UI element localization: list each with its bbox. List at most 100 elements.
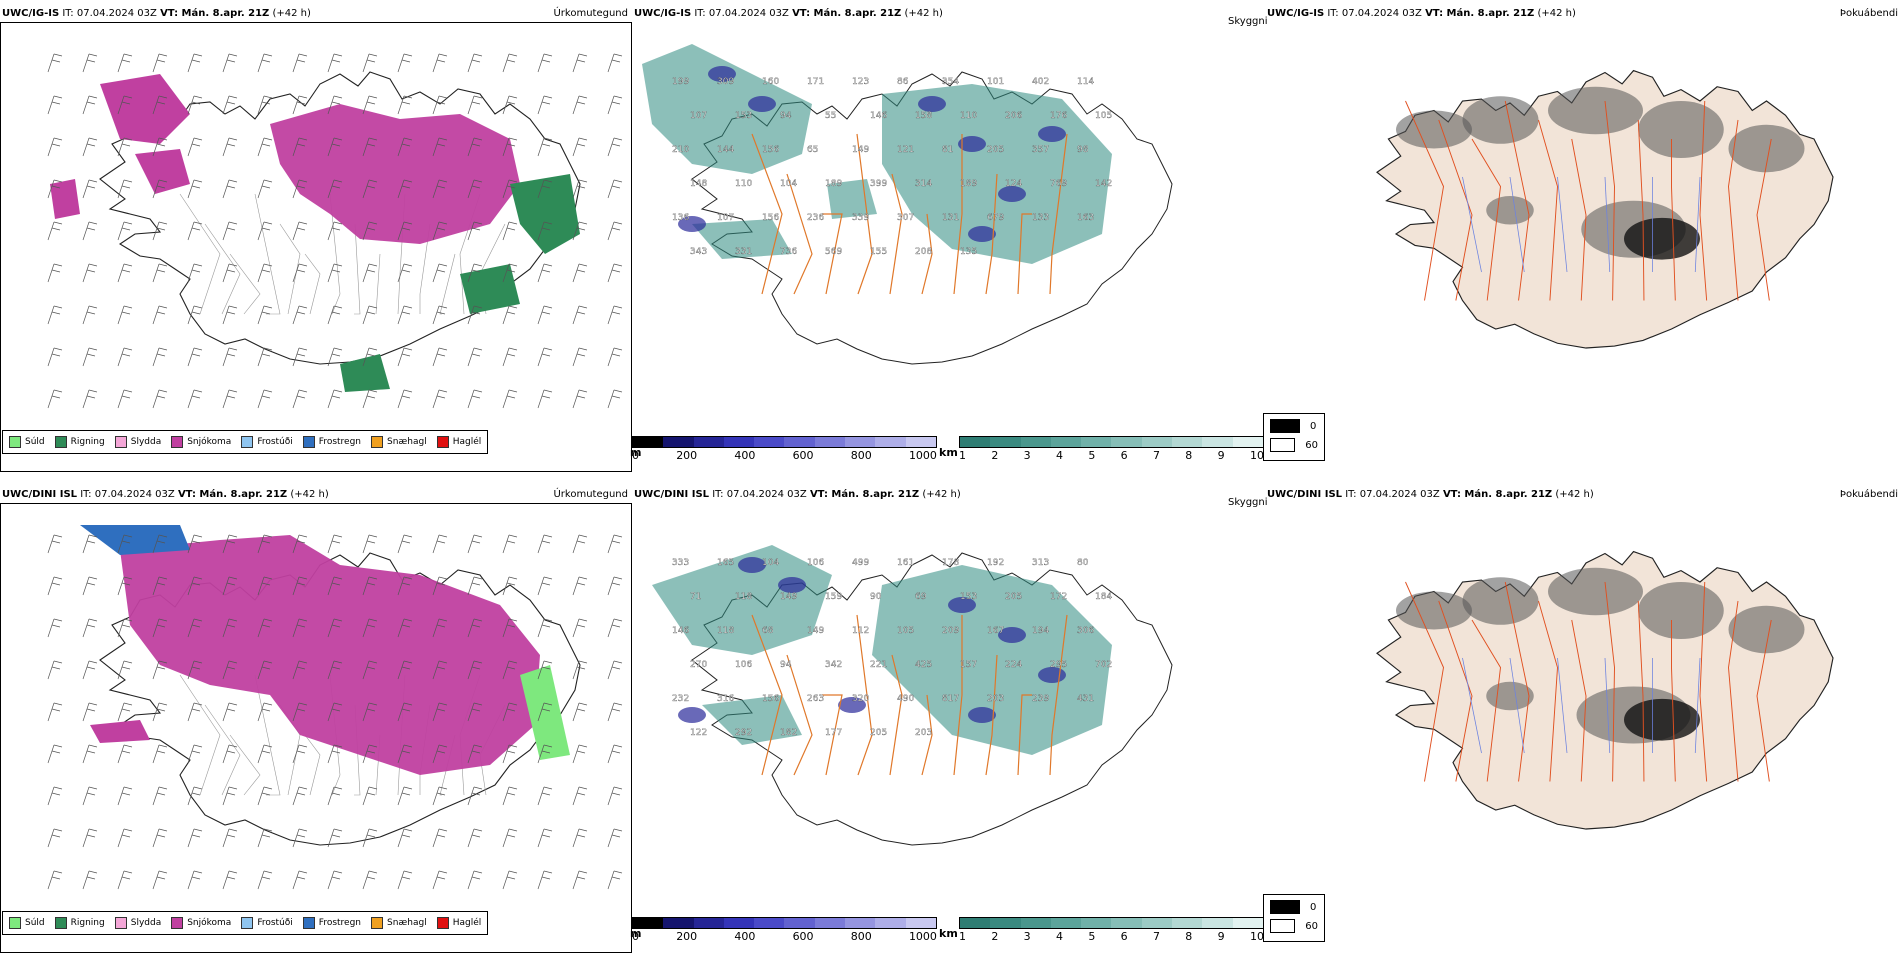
scale-tick: 0 [632,449,639,462]
visibility-value: 817 [942,694,959,704]
legend-item: Snæhagl [371,436,427,448]
scale-cell [1111,437,1142,447]
legend-swatch [9,917,21,929]
scale-tick: 10 [1249,930,1264,943]
scale-tick: 5 [1088,449,1096,462]
scale-tick: 1000 [908,449,937,462]
visibility-value: 106 [735,660,752,670]
scale-cell [1020,437,1051,447]
visibility-value: 702 [1095,660,1112,670]
fog-legend-label: 60 [1305,439,1318,451]
legend-swatch [171,436,184,448]
visibility-value: 106 [807,558,824,568]
panel-title: UWC/DINI ISL IT: 07.04.2024 03Z VT: Mán.… [2,489,329,500]
legend-swatch [54,436,67,448]
legend-item: Slydda [114,917,161,929]
scale-cell [784,918,815,928]
legend-swatch [241,917,254,929]
visibility-value: 123 [852,77,869,87]
visibility-value: 189 [960,179,977,189]
fog-legend-row: 0 [1270,900,1318,914]
precip-map [47,525,623,890]
visibility-value: 224 [1005,660,1022,670]
visibility-value: 71 [690,592,701,602]
visibility-value: 114 [1077,77,1094,87]
visibility-value: 121 [897,145,914,155]
legend-item: Snæhagl [371,917,427,929]
visibility-value: 679 [987,213,1004,223]
scale-cell [1141,437,1173,447]
legend-label: Rigning [70,918,105,928]
map-frame [0,22,632,472]
visibility-value: 292 [735,728,752,738]
fog-legend-row: 60 [1270,919,1318,933]
legend-label: Slydda [130,437,162,447]
scale-ticks: 0 200 400 600 800 1000 [632,449,937,462]
legend-swatch [171,917,184,929]
visibility-value: 101 [987,77,1004,87]
visibility-value: 270 [690,660,707,670]
legend-swatch [114,917,127,929]
scale-tick: 5 [1088,930,1096,943]
scale-tick: 200 [676,449,698,462]
legend-swatch [371,436,384,448]
visibility-value: 146 [672,626,689,636]
visibility-value: 94 [780,111,792,121]
visibility-km-scale: 1 2 3 4 5 6 7 8 9 10 km [939,436,1264,462]
scale-tick: 600 [792,449,814,462]
fog-index-legend: 0 60 [1263,894,1325,942]
visibility-value: 104 [762,558,779,568]
legend-swatch [302,436,315,448]
legend-item: Frostregn [302,917,361,929]
panel-label: Úrkomutegund [553,8,628,19]
scale-cell [633,437,664,447]
visibility-value: 133 [1032,213,1049,223]
visibility-value: 122 [690,728,707,738]
visibility-value: 118 [735,592,752,602]
visibility-value: 161 [897,558,914,568]
panel-title: UWC/IG-IS IT: 07.04.2024 03Z VT: Mán. 8.… [634,8,943,19]
fog-legend-label: 0 [1310,420,1317,432]
legend-label: Súld [25,918,45,928]
visibility-value: 156 [762,213,779,223]
visibility-value: 176 [1050,111,1067,121]
skyggni-label: Skyggni [1228,16,1268,27]
visibility-value: 160 [762,77,779,87]
scale-cell [990,437,1021,447]
visibility-map: 333 165 104 106 499 161 178 192 313 80 71 118 149 159… [652,545,1173,846]
scale-tick: 4 [1055,449,1063,462]
legend-item: Haglél [436,917,482,929]
legend-label: Súld [25,437,45,447]
panel-title: UWC/DINI ISL IT: 07.04.2024 03Z VT: Mán.… [1267,489,1594,500]
scale-tick: 8 [1185,449,1193,462]
panel-title: UWC/IG-IS IT: 07.04.2024 03Z VT: Mán. 8.… [1267,8,1576,19]
scale-strip [632,436,937,448]
legend-label: Haglél [452,918,482,928]
panel-label: Þokuábendi [1839,8,1898,19]
scale-cell [1202,918,1233,928]
legend-label: Haglél [452,437,482,447]
visibility-value: 148 [690,179,707,189]
scale-tick: 0 [632,930,639,943]
scale-cell [1050,918,1082,928]
scale-cell [1232,437,1263,447]
scale-cell [1020,918,1051,928]
legend-swatch [436,917,449,929]
visibility-value: 569 [825,247,842,257]
visibility-value: 69 [915,592,927,602]
visibility-value: 104 [780,179,797,189]
scale-tick: 800 [850,449,872,462]
fog-legend-swatch [1270,900,1300,914]
scale-cell [990,918,1021,928]
visibility-value: 490 [897,694,914,704]
visibility-value: 177 [825,728,842,738]
visibility-value: 210 [672,145,689,155]
visibility-value: 205 [870,728,887,738]
scale-tick: 9 [1217,449,1225,462]
visibility-value: 232 [672,694,689,704]
scale-tick: 800 [850,930,872,943]
visibility-value: 307 [897,213,914,223]
fog-map [1376,69,1834,349]
panel-top-precip: UWC/IG-IS IT: 07.04.2024 03Z VT: Mán. 8.… [0,8,632,472]
visibility-value: 165 [717,558,734,568]
